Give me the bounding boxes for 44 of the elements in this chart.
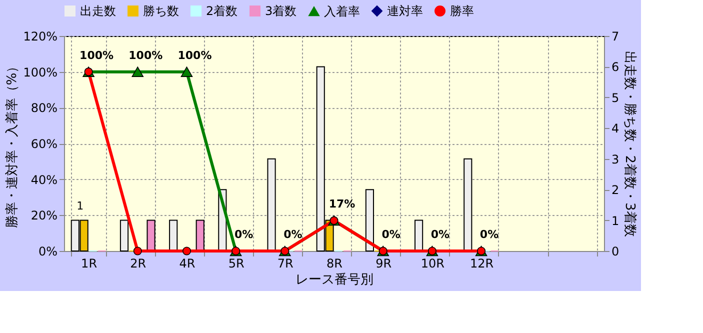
- y2-tick-label: 1: [612, 214, 620, 228]
- legend-label: 勝ち数: [143, 4, 179, 18]
- x-tick-label: 2R: [130, 256, 146, 270]
- y-tick-label: 60%: [30, 137, 58, 151]
- x-tick-label: 1R: [81, 256, 98, 270]
- x-tick-label: 12R: [470, 256, 494, 270]
- y-tick-label: 80%: [30, 101, 58, 116]
- data-label: 0%: [284, 228, 302, 241]
- data-label: 100%: [178, 48, 212, 62]
- data-label: 100%: [80, 48, 114, 62]
- y-tick-label: 0%: [38, 244, 58, 258]
- y-tick-label: 100%: [23, 65, 58, 80]
- legend-label: 入着率: [324, 4, 360, 18]
- data-label: 0%: [234, 228, 254, 241]
- y2-tick-label: 5: [612, 90, 620, 105]
- legend-label: 3着数: [265, 4, 297, 18]
- y2-axis-title: 出走数・勝ち数・2着数・3着数: [622, 51, 638, 237]
- y-axis-title: 勝率・連対率・入着率（%）: [4, 60, 20, 228]
- legend-label: 勝率: [450, 4, 474, 18]
- data-label: 0%: [480, 228, 499, 241]
- x-tick-label: 8R: [326, 256, 342, 270]
- x-tick-label: 10R: [420, 256, 444, 270]
- data-label: 1: [76, 199, 84, 212]
- y-tick-label: 120%: [23, 30, 58, 44]
- x-axis-title: レース番号別: [296, 272, 374, 288]
- data-label: 0%: [430, 228, 450, 241]
- x-tick-label: 5R: [228, 256, 244, 270]
- data-label: 0%: [382, 228, 400, 241]
- y2-tick-label: 6: [612, 60, 620, 74]
- data-label: 100%: [128, 48, 163, 62]
- x-tick-label: 4R: [179, 256, 196, 270]
- y2-tick-label: 7: [612, 30, 620, 44]
- legend-label: 出走数: [80, 4, 116, 18]
- y2-tick-label: 3: [612, 152, 620, 166]
- x-tick-label: 9R: [376, 256, 392, 270]
- y-tick-label: 20%: [30, 208, 58, 223]
- legend-label: 2着数: [206, 4, 238, 18]
- x-tick-label: 7R: [277, 256, 294, 270]
- y-tick-label: 40%: [30, 172, 58, 187]
- y2-tick-label: 0: [612, 244, 620, 258]
- legend-label: 連対率: [387, 4, 423, 18]
- y2-tick-label: 2: [612, 183, 620, 198]
- data-label: 17%: [328, 198, 356, 211]
- y2-tick-label: 4: [612, 122, 620, 136]
